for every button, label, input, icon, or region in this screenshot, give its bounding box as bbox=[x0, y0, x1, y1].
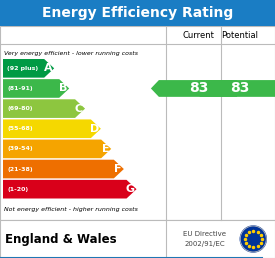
Text: (21-38): (21-38) bbox=[7, 166, 33, 172]
Bar bbox=[0, 26, 275, 220]
Polygon shape bbox=[3, 99, 85, 118]
Text: D: D bbox=[90, 124, 99, 134]
Text: A: A bbox=[43, 63, 52, 73]
Text: (39-54): (39-54) bbox=[7, 146, 33, 151]
Text: Energy Efficiency Rating: Energy Efficiency Rating bbox=[42, 6, 233, 20]
Text: (55-68): (55-68) bbox=[7, 126, 33, 131]
Text: England & Wales: England & Wales bbox=[5, 232, 117, 246]
Text: (1-20): (1-20) bbox=[7, 187, 28, 192]
Text: (81-91): (81-91) bbox=[7, 86, 33, 91]
Polygon shape bbox=[3, 160, 124, 178]
Polygon shape bbox=[3, 79, 69, 98]
Polygon shape bbox=[192, 80, 275, 97]
Text: Potential: Potential bbox=[221, 30, 258, 39]
Text: EU Directive: EU Directive bbox=[183, 231, 226, 237]
Polygon shape bbox=[151, 80, 237, 97]
Text: Very energy efficient - lower running costs: Very energy efficient - lower running co… bbox=[4, 52, 138, 57]
Text: F: F bbox=[114, 164, 122, 174]
Text: E: E bbox=[101, 144, 109, 154]
Bar bbox=[0, 220, 275, 258]
Text: 83: 83 bbox=[189, 82, 209, 95]
Text: B: B bbox=[59, 84, 67, 93]
Text: C: C bbox=[75, 104, 83, 114]
Polygon shape bbox=[3, 140, 111, 158]
Text: (69-80): (69-80) bbox=[7, 106, 32, 111]
Text: G: G bbox=[125, 184, 134, 194]
Text: 2002/91/EC: 2002/91/EC bbox=[184, 241, 225, 247]
Polygon shape bbox=[3, 180, 136, 198]
Text: Current: Current bbox=[182, 30, 214, 39]
Polygon shape bbox=[3, 59, 54, 78]
Circle shape bbox=[240, 226, 266, 252]
Text: Not energy efficient - higher running costs: Not energy efficient - higher running co… bbox=[4, 206, 138, 212]
Text: (92 plus): (92 plus) bbox=[7, 66, 38, 71]
Text: 83: 83 bbox=[230, 82, 250, 95]
Polygon shape bbox=[3, 119, 101, 138]
Bar bbox=[0, 0, 275, 26]
